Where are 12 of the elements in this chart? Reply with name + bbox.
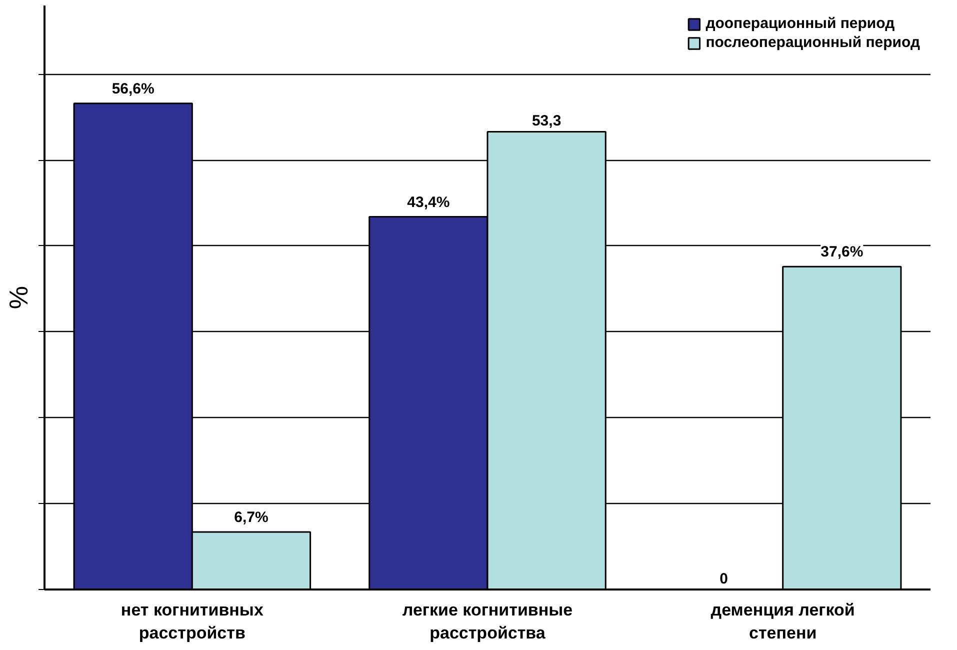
legend-label: послеоперационный период (706, 34, 920, 51)
x-tick-label: нет когнитивных расстройств (120, 600, 264, 642)
data-label: 37,6% (820, 244, 864, 261)
data-label: 53,3 (532, 112, 562, 130)
data-label: 6,7% (234, 508, 268, 526)
data-label: 56,6% (112, 80, 154, 98)
y-axis-title: % (4, 286, 34, 310)
x-tick-label: легкие когнитивные расстройства (402, 600, 573, 642)
legend-label: дооперационный период (706, 15, 895, 32)
data-label: 43,4% (407, 194, 450, 211)
data-label: 0 (720, 570, 728, 588)
x-tick-label: деменция легкой степени (710, 600, 855, 642)
